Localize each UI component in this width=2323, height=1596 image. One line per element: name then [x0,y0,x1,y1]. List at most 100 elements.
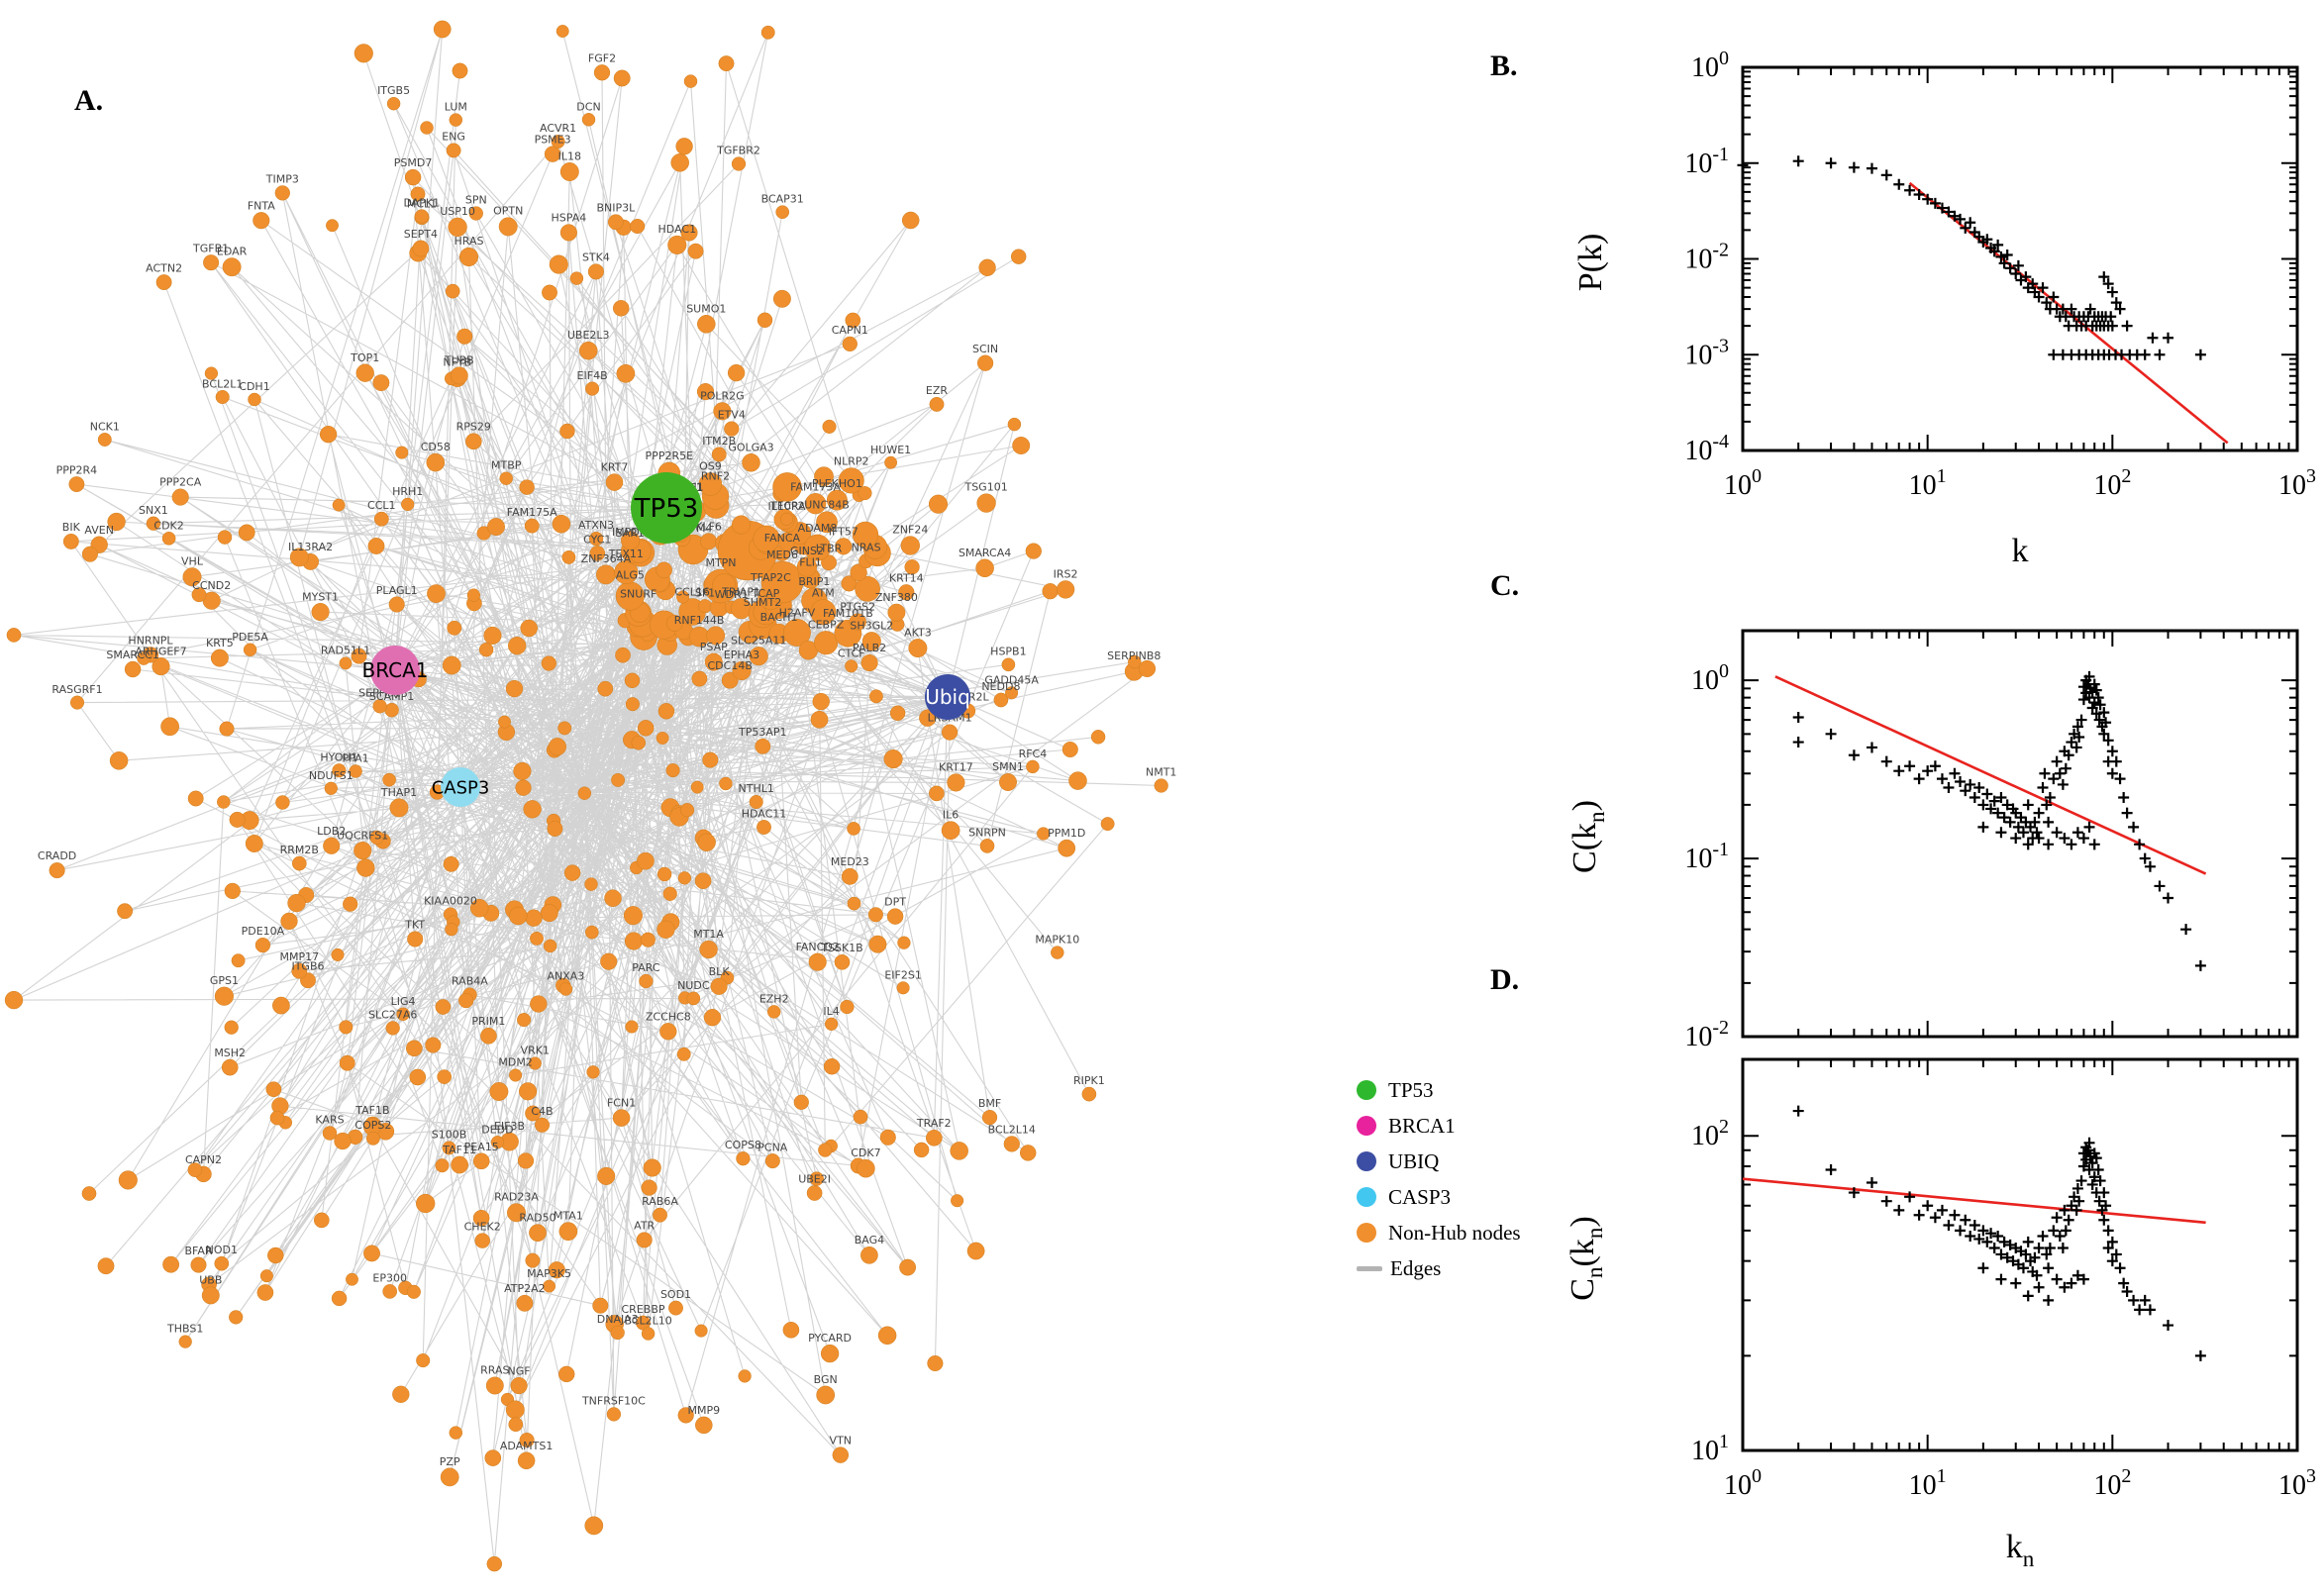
svg-text:BACH1: BACH1 [760,611,798,624]
svg-text:MTBP: MTBP [491,459,522,472]
node-swatch-icon [1357,1116,1376,1136]
svg-text:10-3: 10-3 [1684,335,1729,370]
svg-text:TFAP2C: TFAP2C [750,571,791,584]
svg-text:ITGB6: ITGB6 [291,960,324,973]
svg-text:LUM: LUM [445,101,467,114]
svg-text:PDE5A: PDE5A [232,631,268,644]
panel-d-label: D. [1490,963,1520,996]
power-law-fit-line [1742,1177,2206,1225]
svg-text:VTN: VTN [830,1435,852,1447]
svg-text:BCL2L14: BCL2L14 [988,1124,1036,1137]
svg-text:DNAJA3: DNAJA3 [597,1313,639,1326]
svg-text:ETV4: ETV4 [718,409,746,422]
svg-text:CEBPZ: CEBPZ [808,618,845,631]
svg-text:FGF2: FGF2 [588,51,616,64]
svg-text:LIG4: LIG4 [391,995,416,1008]
svg-text:BCL2L1: BCL2L1 [202,377,243,390]
svg-text:FCN1: FCN1 [607,1097,636,1110]
svg-text:RIPK1: RIPK1 [1073,1074,1105,1087]
hub-node-CASP3: CASP3 [432,767,489,807]
svg-text:PLAGL1: PLAGL1 [376,584,418,597]
axis-ticks [1742,631,2298,1038]
svg-text:TRAF2: TRAF2 [916,1117,952,1130]
svg-text:KRT7: KRT7 [601,461,629,474]
svg-text:PARC: PARC [632,961,660,974]
svg-text:LTBR: LTBR [816,543,843,555]
svg-text:ADAMTS1: ADAMTS1 [500,1440,554,1452]
svg-text:CDH1: CDH1 [239,380,269,393]
svg-text:HDAC11: HDAC11 [742,807,787,820]
svg-text:EPHA3: EPHA3 [724,648,759,661]
svg-text:IL10RA: IL10RA [767,500,806,513]
svg-text:UBE2L3: UBE2L3 [567,329,610,342]
svg-text:BFAR: BFAR [184,1245,212,1257]
svg-text:PTGS2: PTGS2 [840,601,875,614]
svg-text:FANCD2: FANCD2 [796,941,840,953]
svg-text:EP300: EP300 [372,1271,407,1284]
legend-label: Non-Hub nodes [1388,1220,1521,1245]
svg-text:KRT14: KRT14 [889,571,924,584]
node-swatch-icon [1357,1223,1376,1243]
svg-text:SCIN: SCIN [972,343,998,355]
svg-text:SUMO1: SUMO1 [686,302,726,315]
svg-text:HRH1: HRH1 [392,485,423,498]
chart-degree-distribution: 100 101 102 103 100 10-1 10-2 10-3 10-4 k P(k) [1572,48,2316,569]
svg-text:RAB4A: RAB4A [452,975,488,988]
svg-text:10-1: 10-1 [1684,144,1729,179]
svg-text:BAG4: BAG4 [855,1234,884,1247]
svg-text:ACTN2: ACTN2 [146,261,182,274]
svg-text:NFYB: NFYB [443,356,471,369]
svg-text:AKT3: AKT3 [904,626,932,639]
svg-text:GPS1: GPS1 [210,974,239,987]
legend-item-ubiq: UBIQ [1357,1144,1521,1179]
svg-text:SNRPN: SNRPN [968,826,1006,839]
svg-text:PCNA: PCNA [758,1141,788,1153]
svg-text:ZCCHC8: ZCCHC8 [646,1010,691,1023]
svg-text:MTA1: MTA1 [554,1210,583,1223]
axis-ticks [1742,1059,2298,1451]
svg-text:BIK: BIK [62,521,81,534]
svg-text:VHL: VHL [181,554,204,567]
svg-text:GINS2: GINS2 [790,545,824,557]
svg-text:RRAS: RRAS [480,1364,509,1377]
svg-text:BCL2L10: BCL2L10 [624,1314,671,1327]
legend-item-edges: Edges [1357,1250,1521,1286]
svg-text:SERPINB8: SERPINB8 [1107,649,1161,662]
svg-text:UBB: UBB [199,1274,222,1287]
svg-text:PALB2: PALB2 [853,642,886,654]
svg-text:RAB6A: RAB6A [642,1195,678,1208]
svg-text:HDAC1: HDAC1 [658,223,697,236]
plot-frame [1741,65,2299,452]
svg-text:VRK1: VRK1 [521,1045,550,1057]
svg-text:PEA15: PEA15 [464,1141,499,1153]
svg-text:Cn(kn): Cn(kn) [1565,1216,1608,1300]
svg-text:CYC1: CYC1 [583,533,611,546]
svg-text:MSH2: MSH2 [214,1047,246,1059]
svg-text:Ubiq: Ubiq [925,685,970,709]
svg-text:RAD50: RAD50 [519,1212,556,1225]
svg-text:SNURF: SNURF [620,588,656,601]
svg-text:BMF: BMF [978,1097,1001,1110]
svg-text:TP53AP1: TP53AP1 [738,726,787,739]
svg-text:C4B: C4B [531,1105,553,1118]
svg-text:FAM173A: FAM173A [790,480,841,493]
svg-text:CAPN1: CAPN1 [832,324,868,337]
svg-text:10-2: 10-2 [1684,1017,1729,1052]
svg-text:MED6: MED6 [766,549,798,561]
svg-text:TAF1B: TAF1B [354,1104,389,1117]
panel-a-label: A. [74,84,104,117]
svg-text:ACVR1: ACVR1 [540,122,576,135]
svg-text:EIF3B: EIF3B [494,1120,525,1133]
svg-text:TCAP: TCAP [751,587,779,600]
svg-text:SPN: SPN [465,194,487,207]
svg-text:PPP2R5E: PPP2R5E [646,449,694,462]
svg-text:UQCRFS1: UQCRFS1 [337,829,388,842]
svg-text:UBE2I: UBE2I [798,1172,831,1185]
svg-text:PPM1D: PPM1D [1048,827,1085,840]
svg-text:PZP: PZP [440,1455,460,1468]
svg-text:FANCA: FANCA [764,532,801,545]
svg-text:BLK: BLK [709,965,731,978]
svg-text:SH3GL2: SH3GL2 [850,619,893,632]
svg-text:TGFB1: TGFB1 [192,242,229,254]
